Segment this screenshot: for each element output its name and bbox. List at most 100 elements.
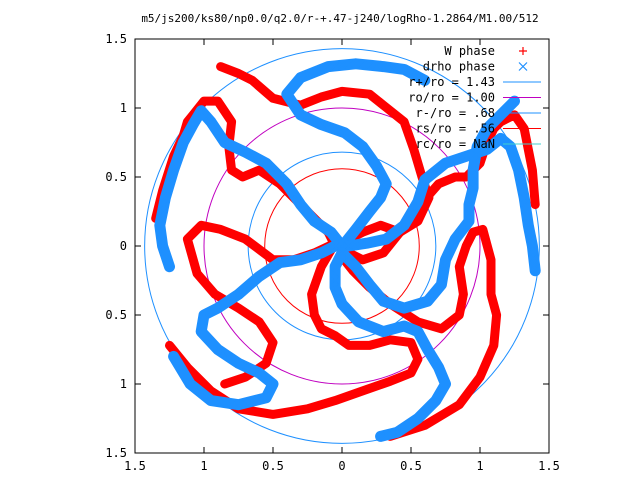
data-point [331,396,340,405]
data-point [331,283,340,292]
data-point [264,352,273,361]
data-point [394,113,403,122]
data-point [469,178,478,186]
data-point [358,142,367,151]
data-point [356,268,365,277]
data-point [262,393,271,402]
data-point [331,242,340,250]
data-point [367,322,375,331]
data-point [457,255,466,264]
data-point [440,262,449,270]
data-point [196,388,205,397]
data-point [224,352,233,361]
data-point [334,126,343,135]
data-point [182,373,190,382]
data-point [379,62,388,71]
data-point [449,315,458,324]
data-point [258,85,267,94]
data-point [246,239,255,248]
data-point [410,362,419,371]
data-point [411,349,420,358]
data-point [206,396,215,405]
data-point [260,169,269,178]
data-point [375,168,384,176]
data-point [360,320,369,329]
legend-label: rc/ro = NaN [416,137,495,151]
data-point [307,290,316,299]
data-point [226,130,235,139]
data-point [189,255,198,264]
data-point [206,97,215,106]
data-point [282,408,291,417]
data-point [329,124,337,133]
data-point [241,72,250,81]
data-point [487,290,496,299]
data-point [456,269,465,278]
data-point [213,304,222,313]
data-point [227,166,236,175]
data-point [439,374,448,383]
data-point [362,239,371,248]
data-point [222,64,231,73]
data-point [465,208,473,217]
data-point [331,276,340,285]
data-point [213,345,222,354]
data-point [201,392,210,401]
data-point [310,68,319,77]
y-tick-label: 0.5 [105,308,127,322]
data-point [255,155,264,164]
data-point [234,145,243,153]
data-point [303,70,312,79]
data-point [416,211,425,220]
data-point [335,334,344,343]
data-point [520,193,529,202]
data-point [382,235,391,244]
data-point [161,193,170,202]
data-point [156,228,165,237]
data-point [393,301,402,310]
data-point [407,69,415,77]
y-tick-label: 0.5 [105,170,127,184]
data-point [191,262,200,271]
chart-title: m5/js200/ks80/np0.0/q2.0/r-+.47-j240/log… [141,12,538,25]
data-point [427,351,436,360]
data-point [521,200,530,209]
data-point [255,166,264,175]
data-point [491,318,500,327]
legend-label: W phase [444,44,495,58]
data-point [481,360,490,369]
data-point [324,62,333,71]
data-point [388,230,397,239]
data-point [358,89,367,98]
data-point [439,268,448,277]
data-point [346,133,355,142]
reference-circle-1 [203,107,481,385]
data-point [262,328,271,337]
data-point [333,288,342,297]
data-point [241,362,250,371]
data-point [331,61,340,70]
data-point [303,98,312,107]
data-point [418,183,427,192]
data-point [469,228,478,237]
data-point [270,262,279,270]
data-point [351,389,360,398]
data-point [228,230,237,239]
data-point [529,179,538,188]
data-point [460,223,469,232]
data-point [441,159,450,168]
data-point [525,228,534,237]
data-point [309,304,318,313]
data-point [458,297,467,306]
data-point [262,159,271,168]
data-point [407,368,415,377]
data-point [296,110,305,119]
data-point [255,408,264,417]
data-point [531,200,540,209]
y-tick-label: 1.5 [105,32,127,46]
data-point [410,203,419,212]
data-point [479,130,488,139]
data-point [436,369,445,377]
data-point [157,235,166,244]
